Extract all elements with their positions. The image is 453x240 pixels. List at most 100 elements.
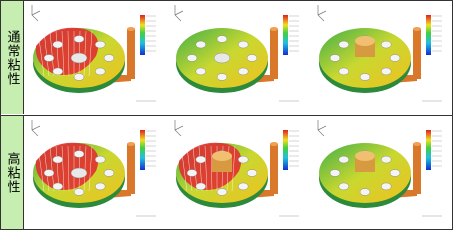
flow-line (43, 30, 50, 77)
runner-vertical (127, 144, 135, 194)
hole (389, 169, 401, 177)
hole (359, 73, 371, 81)
hole (186, 169, 198, 177)
runner-vertical (413, 144, 421, 194)
hole (246, 54, 258, 62)
runner-top (270, 27, 278, 31)
hole (43, 54, 55, 62)
flow-line (43, 145, 50, 192)
axis-triad (31, 5, 41, 22)
flow-line (192, 145, 198, 192)
legend-bar (426, 15, 431, 55)
hole (329, 169, 341, 177)
hole (186, 54, 198, 62)
flow-line (67, 30, 70, 77)
hole (103, 54, 115, 62)
hole (195, 67, 206, 76)
hole (52, 67, 63, 76)
hole (238, 155, 249, 164)
hole (216, 73, 228, 81)
flow-line (88, 145, 93, 192)
flow-line (49, 145, 55, 192)
hole (95, 182, 106, 191)
row-label-cell: 高粘性 (1, 116, 24, 229)
simulation-panel (174, 5, 299, 102)
hole (338, 155, 349, 164)
legend-bar (426, 130, 431, 170)
row-label-cell: 通常粘性 (1, 1, 24, 114)
flow-line (210, 145, 213, 192)
row: 通常粘性 (1, 1, 452, 114)
hole (381, 155, 392, 164)
flow-line (37, 30, 45, 77)
hole (195, 40, 206, 49)
hub-top (355, 36, 375, 46)
hub (70, 167, 88, 179)
flow-line (88, 30, 93, 77)
panels (31, 120, 442, 217)
hub-top (212, 151, 232, 161)
hole (389, 54, 401, 62)
flow-line (49, 30, 55, 77)
hole (338, 182, 349, 191)
flow-line (37, 145, 45, 192)
legend-bar (140, 130, 145, 170)
simulation-panel (31, 120, 156, 217)
row: 高粘性 (1, 115, 452, 229)
hole (73, 35, 85, 43)
runner-vertical (413, 29, 421, 79)
runner-top (270, 142, 278, 146)
hole (216, 188, 228, 196)
hole (238, 40, 249, 49)
flow-line (61, 30, 65, 77)
figure: 通常粘性 高粘性 (0, 0, 453, 230)
hub (70, 52, 88, 64)
hole (95, 155, 106, 164)
hole (73, 150, 85, 158)
hole (238, 67, 249, 76)
hole (52, 155, 63, 164)
hole (246, 169, 258, 177)
hole (381, 40, 392, 49)
axis-triad (317, 120, 327, 137)
legend-bar (140, 15, 145, 55)
runner-vertical (127, 29, 135, 79)
runner-top (127, 142, 135, 146)
hole (103, 169, 115, 177)
axis-triad (31, 120, 41, 137)
legend-bar (283, 130, 288, 170)
flow-line (186, 145, 193, 192)
hole (381, 182, 392, 191)
hole (381, 67, 392, 76)
hole (238, 182, 249, 191)
axis-triad (174, 120, 184, 137)
hole (52, 40, 63, 49)
row-label: 高粘性 (4, 151, 20, 194)
hole (195, 182, 206, 191)
hub (213, 52, 231, 64)
simulation-panel (174, 120, 299, 217)
hole (95, 67, 106, 76)
hole (195, 155, 206, 164)
hole (359, 188, 371, 196)
simulation-panel (317, 5, 442, 102)
legend-bar (283, 15, 288, 55)
runner-top (413, 27, 421, 31)
flow-line (180, 145, 188, 192)
flow-line (231, 145, 236, 192)
simulation-panel (31, 5, 156, 102)
flow-line (204, 145, 208, 192)
runner-vertical (270, 29, 278, 79)
hole (338, 67, 349, 76)
axis-triad (174, 5, 184, 22)
axis-triad (317, 5, 327, 22)
runner-top (413, 142, 421, 146)
hole (73, 188, 85, 196)
flow-line (83, 30, 87, 77)
row-label: 通常粘性 (4, 29, 20, 86)
flow-line (83, 145, 87, 192)
hole (216, 35, 228, 43)
hole (95, 40, 106, 49)
hole (43, 169, 55, 177)
runner-top (127, 27, 135, 31)
